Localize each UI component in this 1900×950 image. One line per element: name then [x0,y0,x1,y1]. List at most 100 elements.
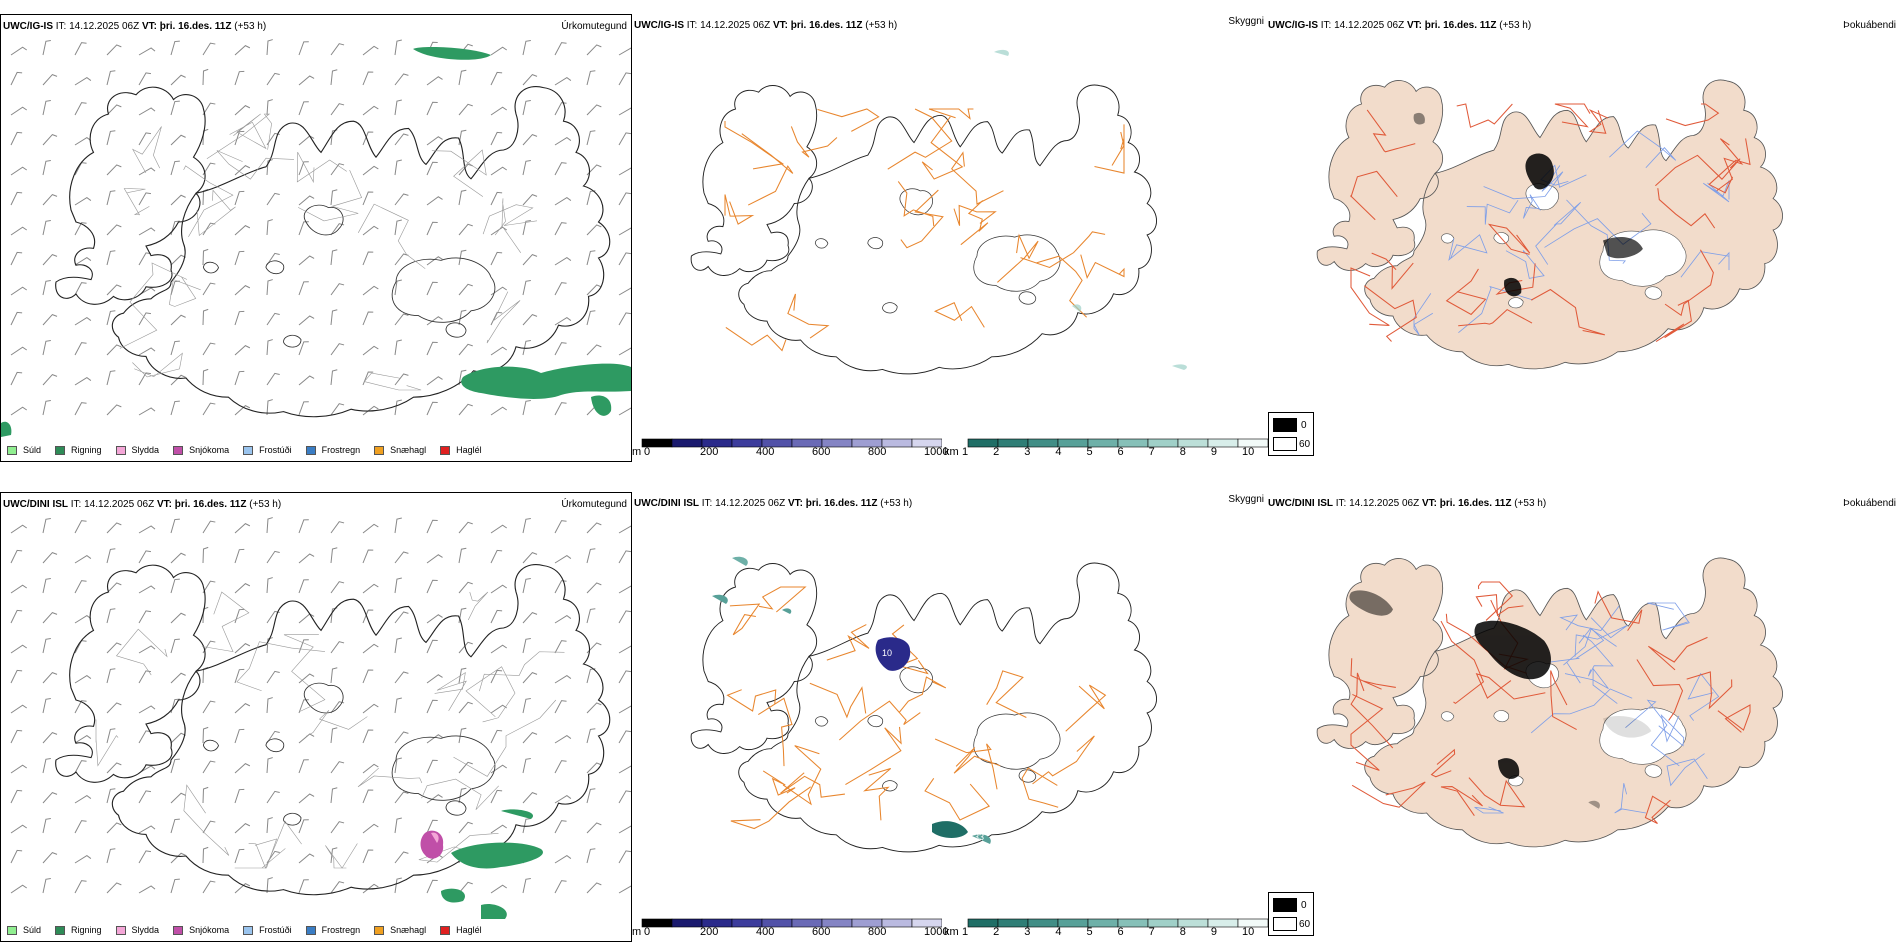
scale-tick-label: 6 [1117,926,1124,938]
wind-barb [394,671,409,684]
wind-barb [234,45,251,56]
wind-barb [234,763,251,774]
lead-time: (+53 h) [1499,20,1532,31]
road-line [887,108,953,170]
river-line [1474,806,1504,814]
wind-barb [266,399,273,416]
wind-barb [394,637,402,654]
panel-title: Þokuábendi [1843,20,1896,31]
road-line [762,770,796,796]
wind-barb [298,135,315,146]
precip-map[interactable] [1,515,631,919]
wind-barb [138,525,156,534]
visibility-map[interactable] [632,36,1268,440]
wind-barb [330,727,338,744]
wind-barb [554,880,567,894]
river-line [1614,783,1647,814]
wind-barb [618,47,631,56]
wind-barb [106,762,122,774]
fog-panel: UWC/DINI ISL IT: 14.12.2025 06Z VT: þri.… [1268,492,1900,942]
visibility-map[interactable]: 10 33 [632,514,1268,918]
road-line [1458,308,1533,327]
wind-barb [618,610,631,624]
road-line [453,699,557,777]
scale-tick-label: 3 [1024,926,1031,938]
wind-barb [42,578,51,594]
wind-barb [138,372,152,386]
wind-barb [522,194,538,206]
road-line [1554,103,1591,128]
wind-barb [394,193,409,206]
wind-barb [426,579,438,594]
wind-barb [426,699,438,714]
wind-barb [394,817,402,834]
river-line [1523,194,1541,219]
road-line [1080,254,1125,280]
wind-barb [330,787,338,804]
river-line [1550,627,1605,663]
precip-legend: Súld Rigning Slydda Snjókoma Frostúði Frostre… [7,925,496,935]
height-unit: m [632,926,642,938]
fog-map[interactable] [1268,514,1900,918]
road-line [758,586,807,613]
wind-barb [362,883,379,894]
wind-barb [298,639,309,654]
river-network [1413,130,1730,336]
map-label-visibility: 33 [974,832,984,842]
wind-barb [170,160,180,176]
wind-barb [362,371,374,386]
scale-tick-label: 10 [1242,926,1255,938]
wind-barb [42,254,58,266]
road-line [730,786,811,830]
wind-barb [266,817,273,834]
row-top: UWC/IG-IS IT: 14.12.2025 06Z VT: þri. 16… [0,14,1900,462]
road-line [897,181,935,227]
wind-barb [106,44,122,56]
wind-barb [10,166,27,176]
wind-barb [586,522,602,534]
road-line [486,291,521,344]
road-line [479,651,565,692]
wind-barb [490,131,503,146]
fog-map[interactable] [1268,36,1900,440]
wind-barb [554,282,567,296]
wind-barb [74,734,92,744]
lead-time: (+53 h) [1514,498,1547,509]
model-name: UWC/IG-IS [3,21,53,32]
wind-barb [234,788,245,804]
wind-barb [170,732,186,744]
precip-snow-area [420,830,444,859]
road-line [1021,767,1059,808]
wind-barb [170,400,180,416]
scale-tick-label: 5 [1086,446,1093,458]
precip-legend-label: Snæhagl [390,445,427,455]
wind-barb [74,402,87,416]
wind-barb [106,224,122,236]
river-line [1448,234,1488,261]
wind-barb [138,645,156,654]
wind-barb [10,131,23,146]
river-line [1582,634,1614,677]
wind-barb [234,728,245,744]
precip-map[interactable] [1,37,631,441]
road-line [1686,671,1733,710]
wind-barb [426,759,438,774]
wind-barb [554,222,567,236]
wind-barb [106,164,122,176]
river-line [1466,199,1519,225]
road-line [960,200,989,246]
wind-barb [330,369,338,386]
road-line [863,767,892,821]
precip-legend-item: Haglél [440,925,482,935]
precip-legend-label: Frostúði [259,445,292,455]
wind-barb [394,253,409,266]
wind-barb [458,821,473,834]
wind-barb [490,191,503,206]
road-line [363,372,422,391]
precip-legend-swatch [440,445,451,455]
precip-legend-item: Haglél [440,445,482,455]
wind-barb [42,340,51,356]
wind-barb [554,674,572,684]
wind-barb [234,345,251,356]
wind-barb [554,640,567,654]
